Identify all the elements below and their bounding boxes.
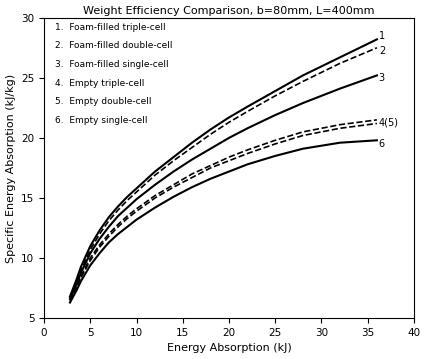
Text: 1: 1 [379, 31, 385, 41]
Text: 4.  Empty triple-cell: 4. Empty triple-cell [55, 79, 144, 88]
Text: 3: 3 [379, 73, 385, 83]
Text: 6: 6 [379, 139, 385, 149]
Text: 1.  Foam-filled triple-cell: 1. Foam-filled triple-cell [55, 23, 166, 32]
Text: 2.  Foam-filled double-cell: 2. Foam-filled double-cell [55, 41, 173, 51]
Text: 6.  Empty single-cell: 6. Empty single-cell [55, 116, 148, 125]
X-axis label: Energy Absorption (kJ): Energy Absorption (kJ) [167, 344, 291, 354]
Text: 5.  Empty double-cell: 5. Empty double-cell [55, 97, 152, 106]
Text: 3.  Foam-filled single-cell: 3. Foam-filled single-cell [55, 60, 169, 69]
Title: Weight Efficiency Comparison, b=80mm, L=400mm: Weight Efficiency Comparison, b=80mm, L=… [83, 5, 375, 15]
Text: 4(5): 4(5) [379, 117, 399, 127]
Y-axis label: Specific Energy Absorption (kJ/kg): Specific Energy Absorption (kJ/kg) [6, 73, 16, 262]
Text: 2: 2 [379, 46, 385, 56]
